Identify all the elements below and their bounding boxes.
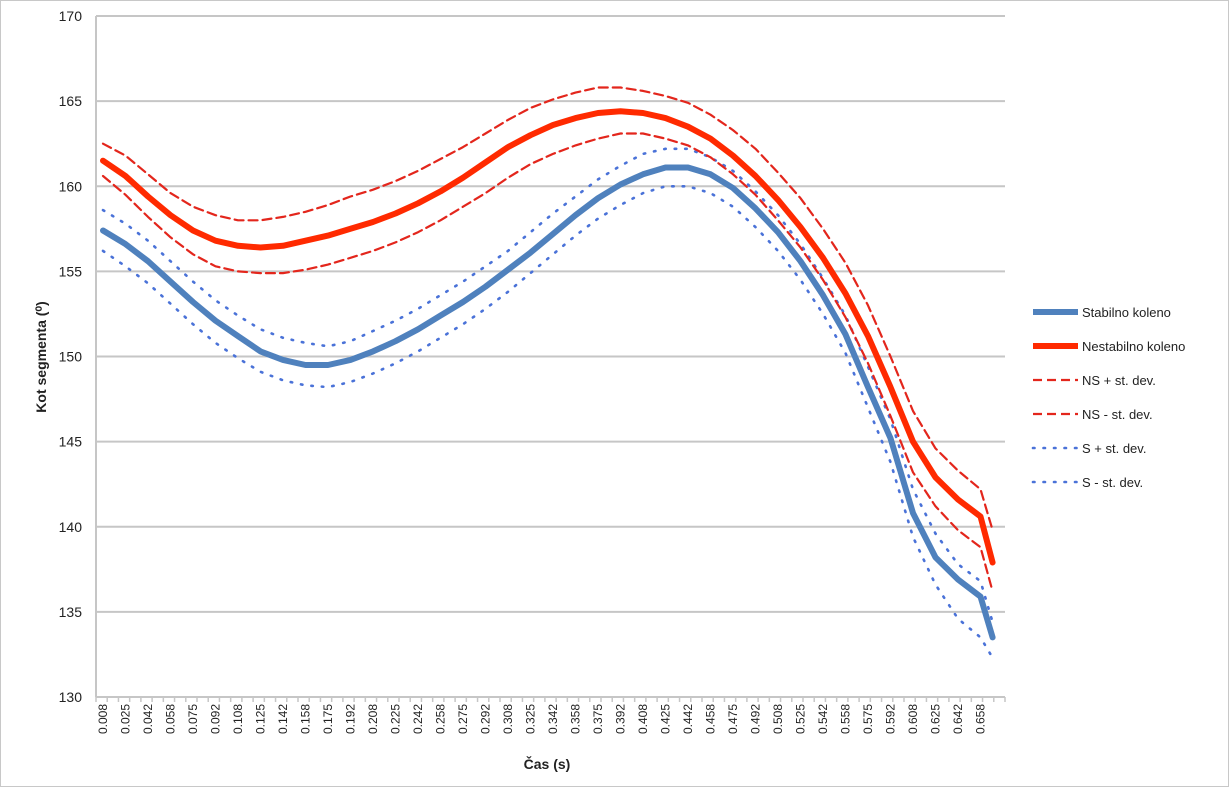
legend-label: S - st. dev. [1082,475,1143,490]
series-line-3 [101,132,994,593]
x-tick-label: 0.275 [456,704,470,734]
x-tick-label: 0.608 [906,704,920,734]
x-tick-label: 0.658 [974,704,988,734]
x-tick-label: 0.392 [614,704,628,734]
series-lines [100,86,996,660]
x-tick-label: 0.342 [546,704,560,734]
x-tick-label: 0.142 [276,704,290,734]
x-tick-label: 0.458 [704,704,718,734]
x-tick-label: 0.625 [929,704,943,734]
y-tick-label: 155 [59,263,83,279]
y-axis-ticks: 130 135 140 145 150 155 160 165 170 [59,8,83,705]
x-tick-label: 0.175 [321,704,335,734]
x-tick-label: 0.508 [771,704,785,734]
y-tick-label: 150 [59,349,83,365]
x-tick-label: 0.408 [636,704,650,734]
x-tick-label: 0.092 [209,704,223,734]
x-tick-label: 0.542 [816,704,830,734]
x-tick-label: 0.525 [794,704,808,734]
y-tick-label: 170 [59,8,83,24]
y-axis-label: Kot segmenta (⁰) [33,301,49,412]
series-line-1 [100,108,996,566]
x-tick-label: 0.292 [479,704,493,734]
y-tick-label: 140 [59,519,83,535]
x-tick-label: 0.492 [749,704,763,734]
legend-label: S + st. dev. [1082,441,1146,456]
x-tick-label: 0.592 [884,704,898,734]
x-tick-label: 0.442 [681,704,695,734]
y-tick-label: 130 [59,689,83,705]
x-tick-label: 0.308 [501,704,515,734]
legend-label: Stabilno koleno [1082,305,1171,320]
x-tick-label: 0.558 [839,704,853,734]
series-line-2 [101,86,994,532]
x-axis-label: Čas (s) [524,755,571,772]
y-tick-label: 165 [59,93,83,109]
x-axis-ticks: 0.008 0.025 0.042 0.058 0.075 0.092 0.108 0.125… [95,697,1006,734]
x-tick-label: 0.058 [164,704,178,734]
x-tick-label: 0.208 [366,704,380,734]
x-tick-label: 0.258 [434,704,448,734]
legend-label: NS - st. dev. [1082,407,1153,422]
y-tick-label: 145 [59,434,83,450]
x-tick-label: 0.075 [186,704,200,734]
x-tick-label: 0.642 [951,704,965,734]
x-tick-label: 0.425 [659,704,673,734]
y-tick-label: 135 [59,604,83,620]
x-tick-label: 0.575 [861,704,875,734]
y-tick-label: 160 [59,178,83,194]
x-tick-label: 0.108 [231,704,245,734]
legend-label: Nestabilno koleno [1082,339,1185,354]
series-line-4 [101,147,994,624]
x-tick-label: 0.242 [411,704,425,734]
gridlines [95,15,1005,698]
x-tick-label: 0.225 [389,704,403,734]
x-tick-label: 0.158 [299,704,313,734]
series-line-0 [100,164,996,641]
x-tick-label: 0.325 [524,704,538,734]
x-tick-label: 0.125 [254,704,268,734]
legend: Stabilno koleno Nestabilno koleno NS + st.… [1031,305,1185,490]
x-tick-label: 0.192 [344,704,358,734]
series-line-5 [101,185,994,660]
x-tick-label: 0.042 [141,704,155,734]
x-tick-label: 0.375 [591,704,605,734]
x-tick-label: 0.358 [569,704,583,734]
x-tick-label: 0.008 [96,704,110,734]
legend-label: NS + st. dev. [1082,373,1156,388]
x-tick-label: 0.025 [119,704,133,734]
x-tick-label: 0.475 [726,704,740,734]
